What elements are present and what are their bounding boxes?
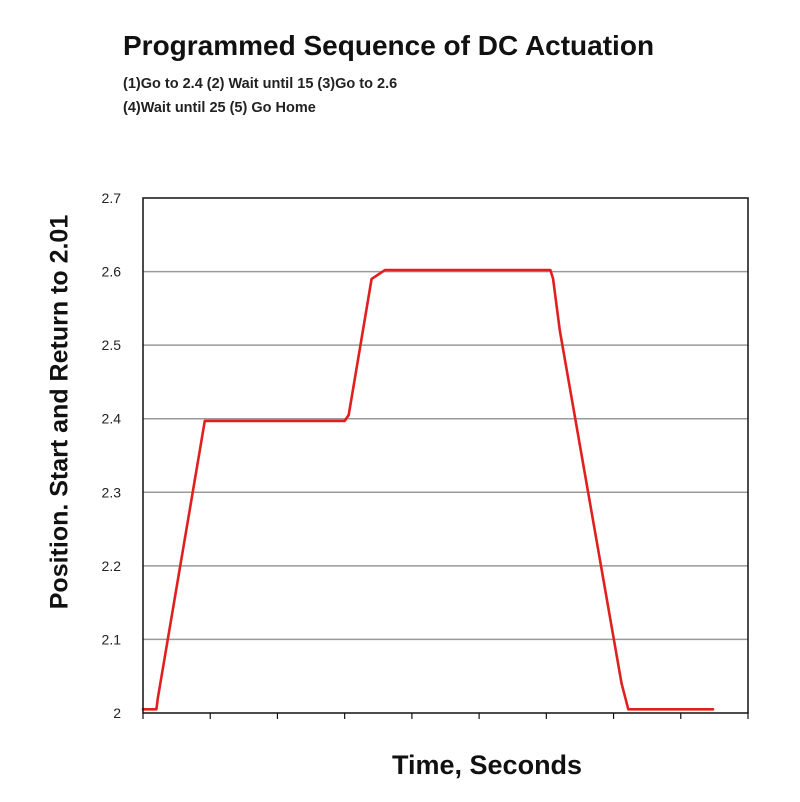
y-axis-tick-labels: 2 2.1 2.2 2.3 2.4 2.5 2.6 2.7: [102, 190, 122, 721]
x-axis-label: Time, Seconds: [392, 750, 583, 780]
x-axis-ticks: [142, 713, 749, 719]
y-tick-label-2.4: 2.4: [102, 411, 122, 427]
y-tick-label-2.1: 2.1: [102, 631, 122, 647]
y-tick-label-2.3: 2.3: [102, 484, 122, 500]
chart-subtitle-line-2: (4)Wait until 25 (5) Go Home: [123, 100, 316, 116]
y-axis-label: Position. Start and Return to 2.01: [45, 214, 74, 610]
y-tick-label-2.6: 2.6: [102, 264, 122, 280]
y-tick-label-2: 2: [113, 705, 121, 721]
series-line-0: [141, 268, 715, 711]
chart-title: Programmed Sequence of DC Actuation: [123, 30, 655, 61]
y-tick-label-2.7: 2.7: [102, 190, 122, 206]
y-tick-label-2.5: 2.5: [102, 337, 122, 353]
y-tick-label-2.2: 2.2: [102, 558, 122, 574]
series-layer: [141, 268, 715, 711]
plot-area-frame: [142, 197, 749, 714]
chart-subtitle-line-1: (1)Go to 2.4 (2) Wait until 15 (3)Go to …: [123, 76, 398, 92]
gridlines: [143, 270, 748, 641]
